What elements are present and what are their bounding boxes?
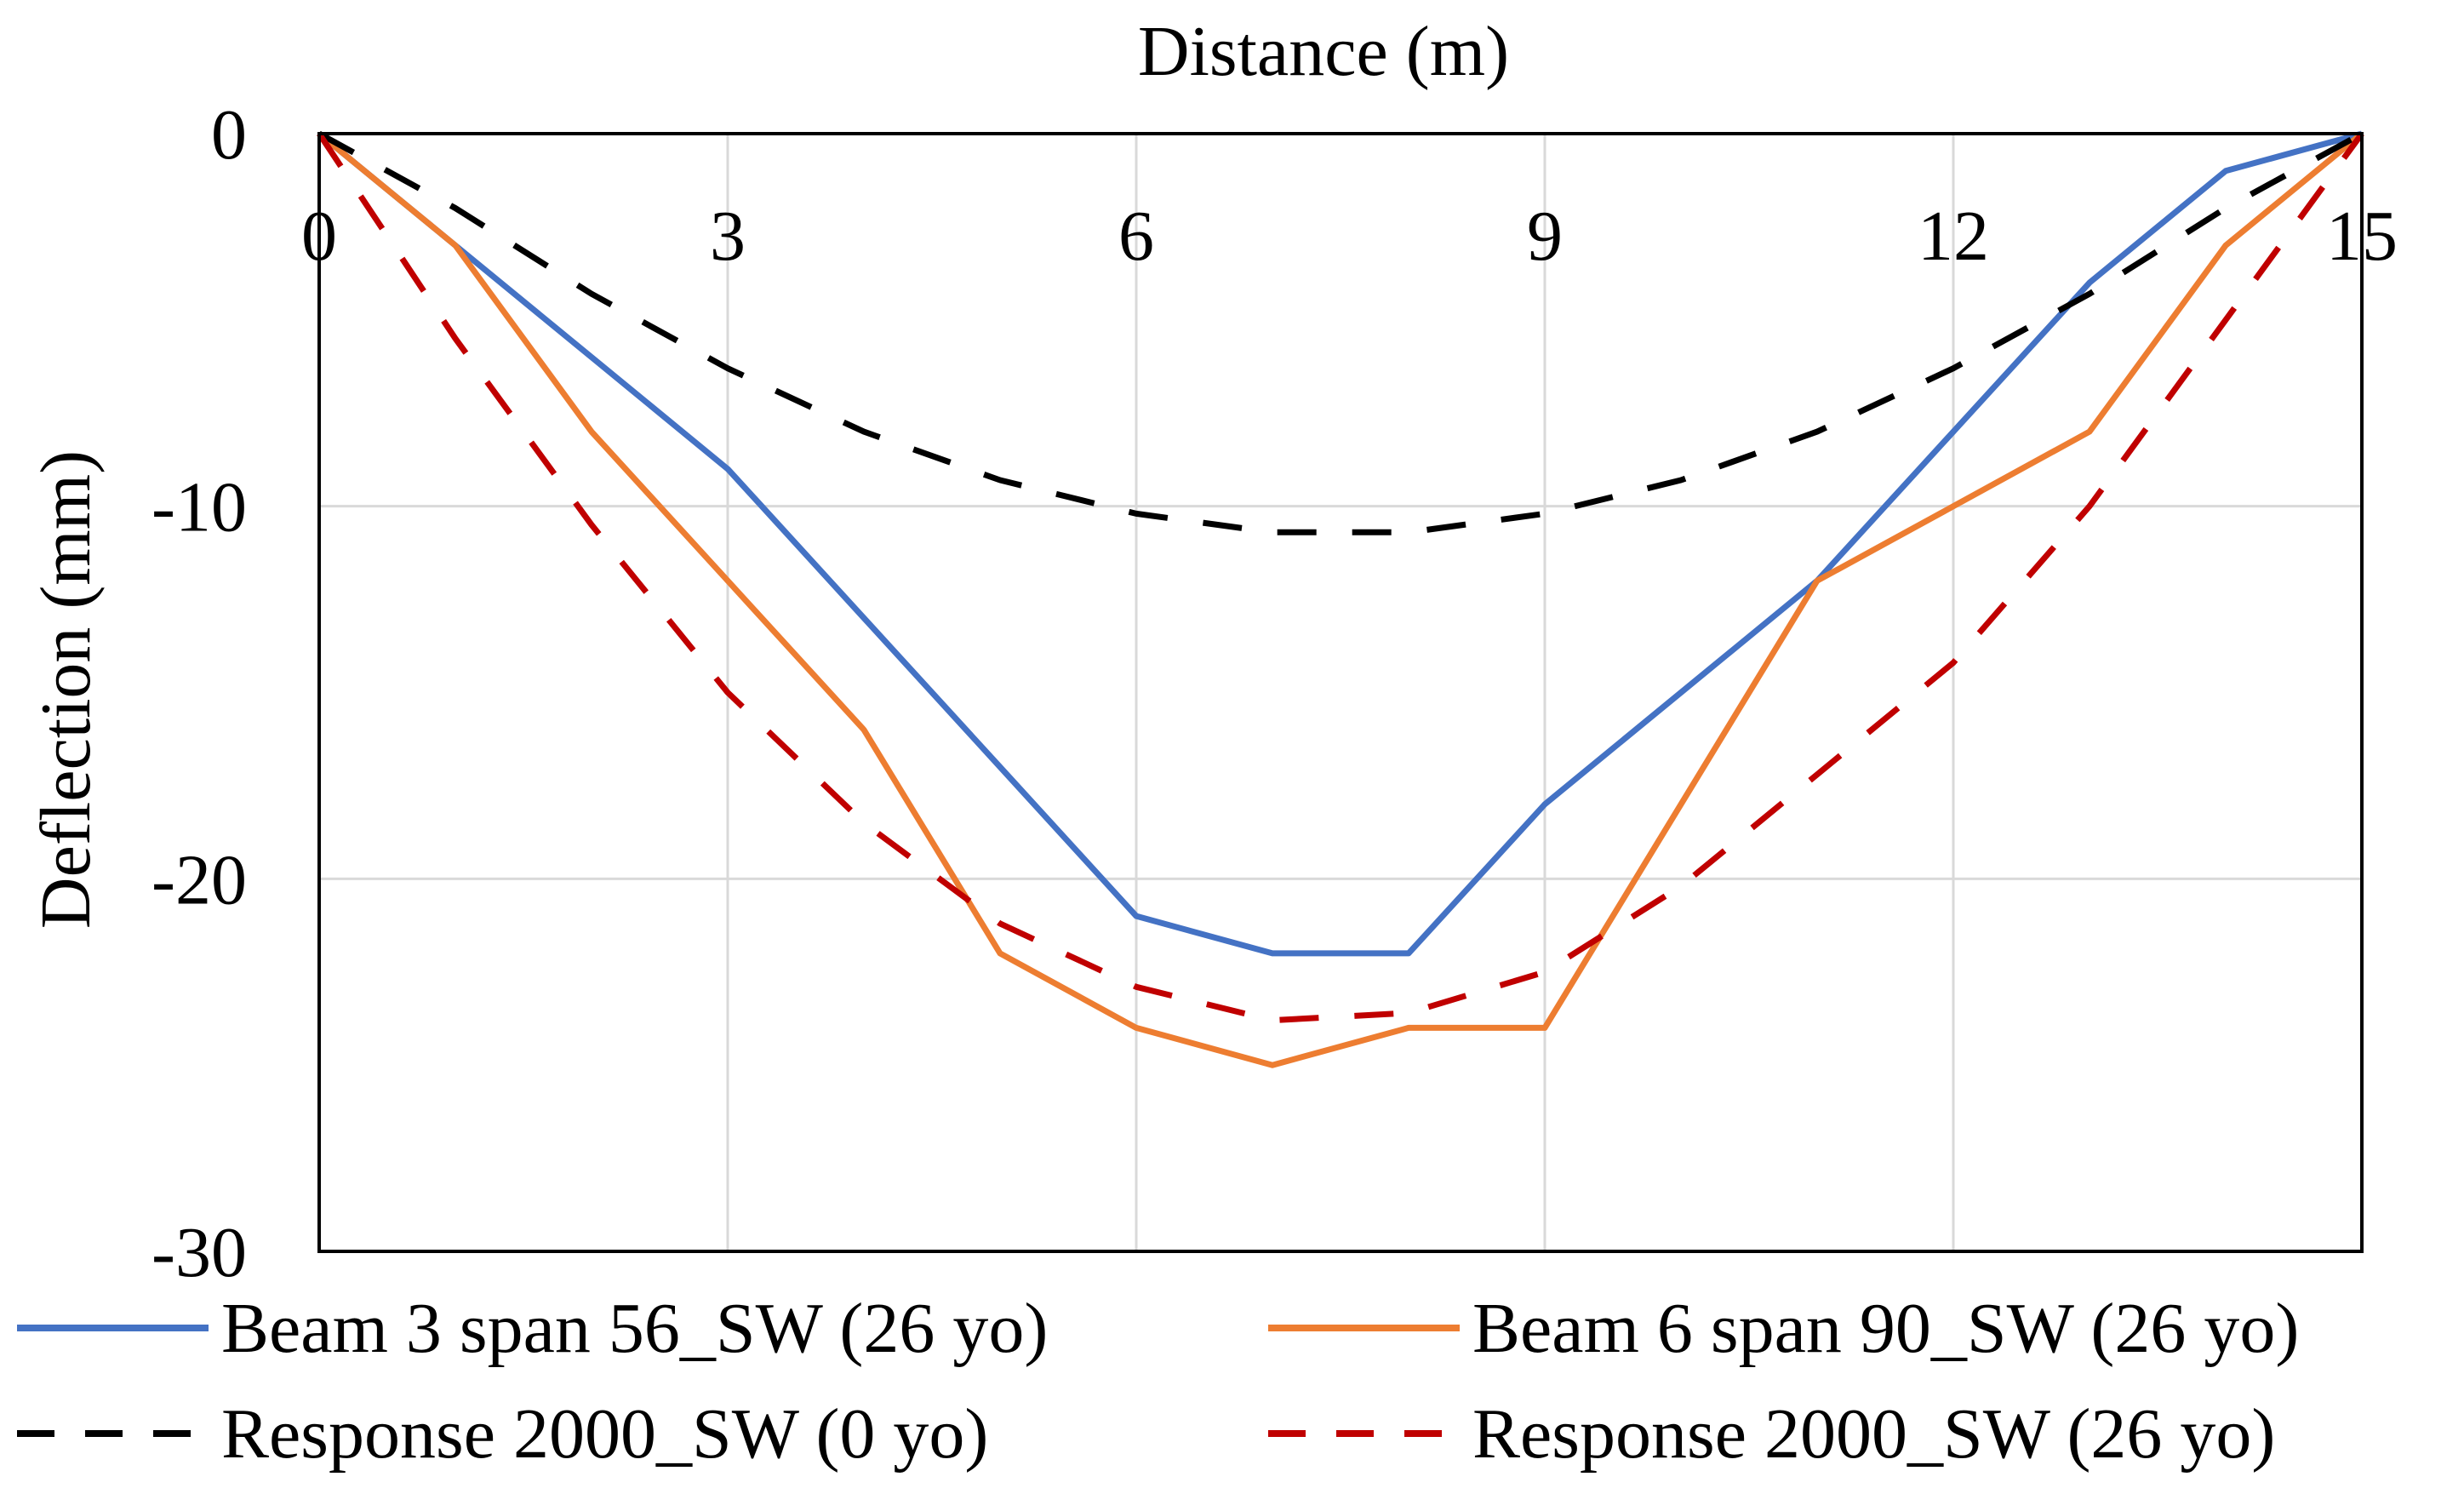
x-tick-label: 12: [1918, 197, 1989, 276]
x-axis-title: Distance (m): [1138, 12, 1509, 91]
x-tick-label: 6: [1118, 197, 1154, 276]
legend-label-2: Beam 6 span 90_SW (26 yo): [1472, 1289, 2299, 1368]
y-tick-label: -20: [151, 840, 247, 919]
tick-labels: 0 3 6 9 12 15 0 -10 -20 -30: [151, 95, 2398, 1292]
legend-label-4: Response 2000_SW (26 yo): [1472, 1394, 2275, 1474]
series-line-4: [317, 131, 2364, 1024]
grid: [319, 134, 2362, 1251]
x-tick-label: 3: [710, 197, 746, 276]
x-tick-label: 0: [301, 197, 337, 276]
series-line-3: [317, 130, 2364, 535]
series-lines: [317, 130, 2364, 1068]
y-axis-title: Deflection (mm): [26, 450, 106, 929]
y-tick-label: 0: [211, 95, 247, 175]
series-line-2: [317, 131, 2364, 1068]
y-tick-label: -10: [151, 468, 247, 547]
y-tick-label: -30: [151, 1213, 247, 1292]
legend-label-1: Beam 3 span 56_SW (26 yo): [221, 1289, 1048, 1368]
x-tick-label: 9: [1527, 197, 1563, 276]
series-line-1: [317, 130, 2363, 957]
legend-label-3: Response 2000_SW (0 yo): [221, 1394, 988, 1474]
legend: Beam 3 span 56_SW (26 yo) Beam 6 span 90_…: [17, 1289, 2299, 1474]
plot-frame: [317, 132, 2364, 1253]
x-tick-label: 15: [2326, 197, 2398, 276]
